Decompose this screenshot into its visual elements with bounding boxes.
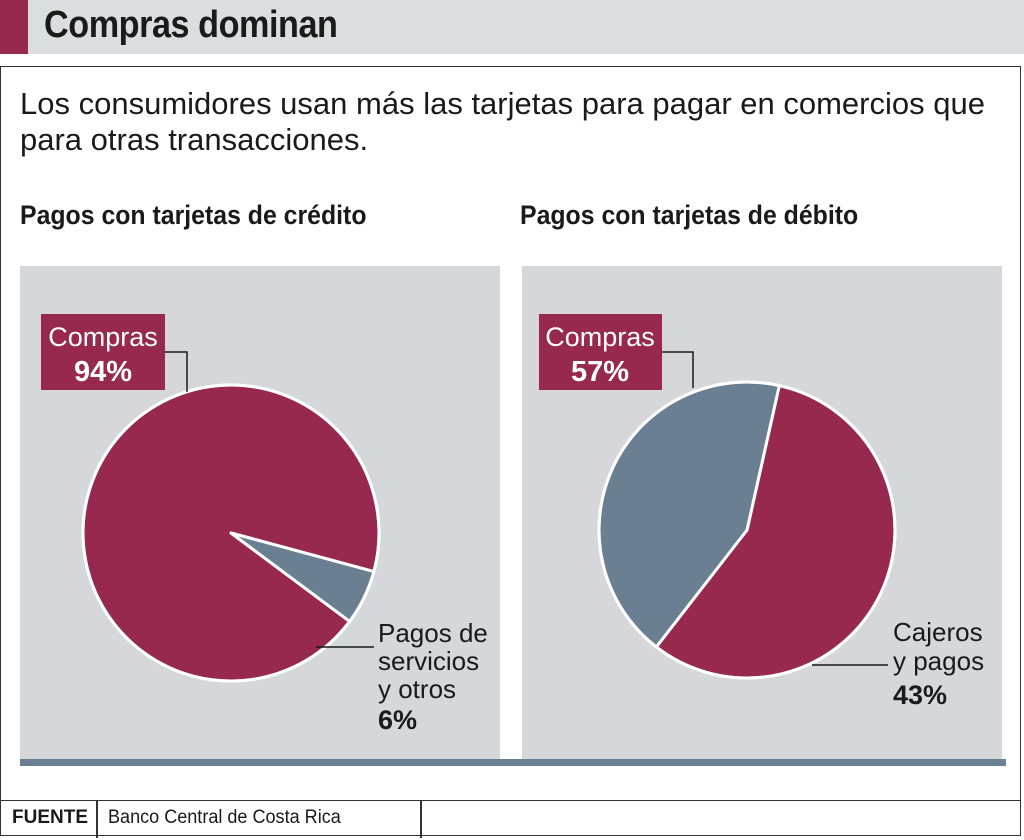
- credit-servicios-label-line-3: y otros: [378, 674, 456, 704]
- credit-servicios-value: 6%: [378, 705, 417, 735]
- footer-divider: [420, 800, 422, 838]
- content-frame: [0, 66, 1021, 836]
- credit-chart-title: Pagos con tarjetas de crédito: [20, 200, 367, 230]
- page-title: Compras dominan: [44, 4, 338, 46]
- credit-compras-leader: [165, 351, 188, 392]
- debit-chart-title: Pagos con tarjetas de débito: [520, 200, 859, 230]
- credit-servicios-label-line-2: servicios: [378, 646, 479, 676]
- debit-compras-leader: [662, 351, 694, 388]
- credit-pie: [81, 383, 381, 683]
- debit-cajeros-label-line-2: y pagos: [893, 646, 984, 676]
- footer-source-label: FUENTE: [12, 807, 88, 828]
- header-bar: [0, 0, 1024, 54]
- debit-pie-outline: [597, 380, 897, 680]
- debit-cajeros-value: 43%: [893, 680, 947, 710]
- header-accent-bar: [0, 0, 28, 54]
- credit-pie-outline: [81, 383, 381, 683]
- debit-pie: [597, 380, 897, 680]
- debit-cajeros-label-line-1: Cajeros: [893, 617, 983, 647]
- footer: [0, 800, 1021, 838]
- footer-source-text: Banco Central de Costa Rica: [108, 807, 341, 828]
- panel-baseline: [20, 759, 1006, 766]
- credit-compras-label-box: [41, 314, 165, 390]
- footer-divider: [96, 800, 98, 838]
- subtitle: Los consumidores usan más las tarjetas p…: [20, 86, 985, 157]
- debit-compras-label-box: [539, 314, 662, 390]
- debit-compras-label: Compras: [545, 322, 655, 352]
- credit-compras-value: 94%: [74, 356, 132, 388]
- credit-servicios-label-line-1: Pagos de: [378, 618, 488, 648]
- debit-compras-value: 57%: [571, 356, 629, 388]
- credit-compras-label: Compras: [48, 322, 158, 352]
